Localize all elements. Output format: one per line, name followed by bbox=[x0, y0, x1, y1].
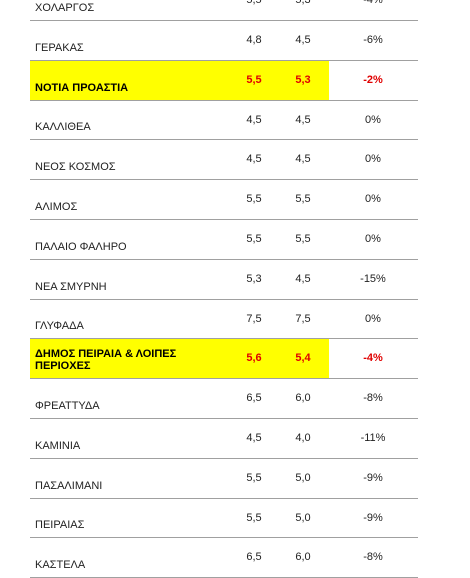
area-name: ΓΕΡΑΚΑΣ bbox=[35, 41, 84, 54]
highlight bbox=[30, 60, 329, 100]
value-2: 5,4 bbox=[295, 352, 311, 365]
area-name: ΠΑΛΑΙΟ ΦΑΛΗΡΟ bbox=[35, 240, 127, 253]
highlight bbox=[30, 339, 329, 379]
change: -15% bbox=[360, 272, 386, 285]
table-row: ΧΟΛΑΡΓΟΣ 5,5 5,3 -4% bbox=[30, 0, 418, 21]
change: -8% bbox=[363, 392, 383, 405]
change: -4% bbox=[363, 352, 383, 365]
table-row: ΝΕΟΣ ΚΟΣΜΟΣ 4,5 4,5 0% bbox=[30, 140, 418, 181]
value-2: 5,5 bbox=[295, 193, 311, 206]
change: 0% bbox=[365, 193, 381, 206]
change: -6% bbox=[363, 34, 383, 46]
area-name: ΚΑΣΤΕΛΑ bbox=[35, 559, 86, 572]
value-2: 5,3 bbox=[295, 73, 311, 86]
value-2: 6,0 bbox=[295, 551, 311, 564]
table-row: ΚΑΣΤΕΛΑ 6,5 6,0 -8% bbox=[30, 538, 418, 578]
value-1: 5,5 bbox=[246, 233, 262, 245]
change: 0% bbox=[365, 312, 381, 325]
area-name: ΝΕΑ ΣΜΥΡΝΗ bbox=[35, 280, 107, 293]
value-2: 4,5 bbox=[295, 272, 311, 285]
area-name: ΝΕΟΣ ΚΟΣΜΟΣ bbox=[35, 161, 116, 174]
change: 0% bbox=[365, 113, 381, 126]
value-1: 5,3 bbox=[246, 272, 262, 285]
change: -8% bbox=[363, 551, 383, 564]
area-name: ΧΟΛΑΡΓΟΣ bbox=[35, 2, 95, 14]
table-row: ΚΑΛΛΙΘΕΑ 4,5 4,5 0% bbox=[30, 101, 418, 141]
area-name: ΓΛΥΦΑΔΑ bbox=[35, 320, 84, 333]
change: -4% bbox=[363, 0, 383, 7]
table-row: ΔΗΜΟΣ ΠΕΙΡΑΙΑ & ΛΟΙΠΕΣ ΠΕΡΙΟΧΕΣ 5,6 5,4 -4% bbox=[30, 339, 418, 380]
change: -11% bbox=[360, 432, 386, 444]
value-2: 4,5 bbox=[295, 34, 311, 46]
table-row: ΑΛΙΜΟΣ 5,5 5,5 0% bbox=[30, 180, 418, 220]
change: 0% bbox=[365, 233, 381, 245]
area-name: ΝΟΤΙΑ ΠΡΟΑΣΤΙΑ bbox=[35, 81, 129, 94]
value-1: 4,5 bbox=[246, 432, 262, 444]
value-2: 4,5 bbox=[295, 153, 311, 166]
area-name: ΚΑΛΛΙΘΕΑ bbox=[35, 121, 91, 134]
value-2: 4,0 bbox=[295, 432, 311, 444]
value-1: 6,5 bbox=[246, 392, 262, 405]
table-row: ΦΡΕΑΤΤΥΔΑ 6,5 6,0 -8% bbox=[30, 379, 418, 419]
change: -9% bbox=[363, 511, 383, 524]
table-row: ΠΑΣΑΛΙΜΑΝΙ 5,5 5,0 -9% bbox=[30, 459, 418, 499]
table-row: ΠΑΛΑΙΟ ΦΑΛΗΡΟ 5,5 5,5 0% bbox=[30, 220, 418, 260]
value-1: 5,5 bbox=[246, 0, 262, 7]
table-row: ΚΑΜΙΝΙΑ 4,5 4,0 -11% bbox=[30, 419, 418, 459]
value-2: 5,0 bbox=[295, 511, 311, 524]
area-name: ΦΡΕΑΤΤΥΔΑ bbox=[35, 399, 100, 412]
value-1: 4,5 bbox=[246, 153, 262, 166]
value-2: 5,0 bbox=[295, 471, 311, 484]
value-1: 5,5 bbox=[246, 511, 262, 524]
value-2: 6,0 bbox=[295, 392, 311, 405]
area-name: ΚΑΜΙΝΙΑ bbox=[35, 439, 81, 452]
table-row: ΝΕΑ ΣΜΥΡΝΗ 5,3 4,5 -15% bbox=[30, 260, 418, 300]
value-2: 7,5 bbox=[295, 312, 311, 325]
value-2: 4,5 bbox=[295, 113, 311, 126]
value-2: 5,5 bbox=[295, 233, 311, 245]
table-row: ΝΟΤΙΑ ΠΡΟΑΣΤΙΑ 5,5 5,3 -2% bbox=[30, 60, 418, 101]
area-name: ΑΛΙΜΟΣ bbox=[35, 200, 78, 213]
value-1: 5,5 bbox=[246, 471, 262, 484]
change: -9% bbox=[363, 471, 383, 484]
area-name: ΠΑΣΑΛΙΜΑΝΙ bbox=[35, 479, 103, 492]
value-1: 6,5 bbox=[246, 551, 262, 564]
value-1: 5,5 bbox=[246, 73, 262, 86]
change: 0% bbox=[365, 153, 381, 166]
value-1: 4,8 bbox=[246, 34, 262, 46]
table-row: ΓΛΥΦΑΔΑ 7,5 7,5 0% bbox=[30, 300, 418, 340]
area-name: ΔΗΜΟΣ ΠΕΙΡΑΙΑ & ΛΟΙΠΕΣ ΠΕΡΙΟΧΕΣ bbox=[35, 348, 177, 373]
value-1: 4,5 bbox=[246, 113, 262, 126]
table-row: ΓΕΡΑΚΑΣ 4,8 4,5 -6% bbox=[30, 21, 418, 61]
value-1: 7,5 bbox=[246, 312, 262, 325]
change: -2% bbox=[363, 73, 383, 86]
value-2: 5,3 bbox=[295, 0, 311, 7]
area-name: ΠΕΙΡΑΙΑΣ bbox=[35, 519, 85, 532]
value-1: 5,5 bbox=[246, 193, 262, 206]
value-1: 5,6 bbox=[246, 352, 262, 365]
table-row: ΠΕΙΡΑΙΑΣ 5,5 5,0 -9% bbox=[30, 499, 418, 539]
